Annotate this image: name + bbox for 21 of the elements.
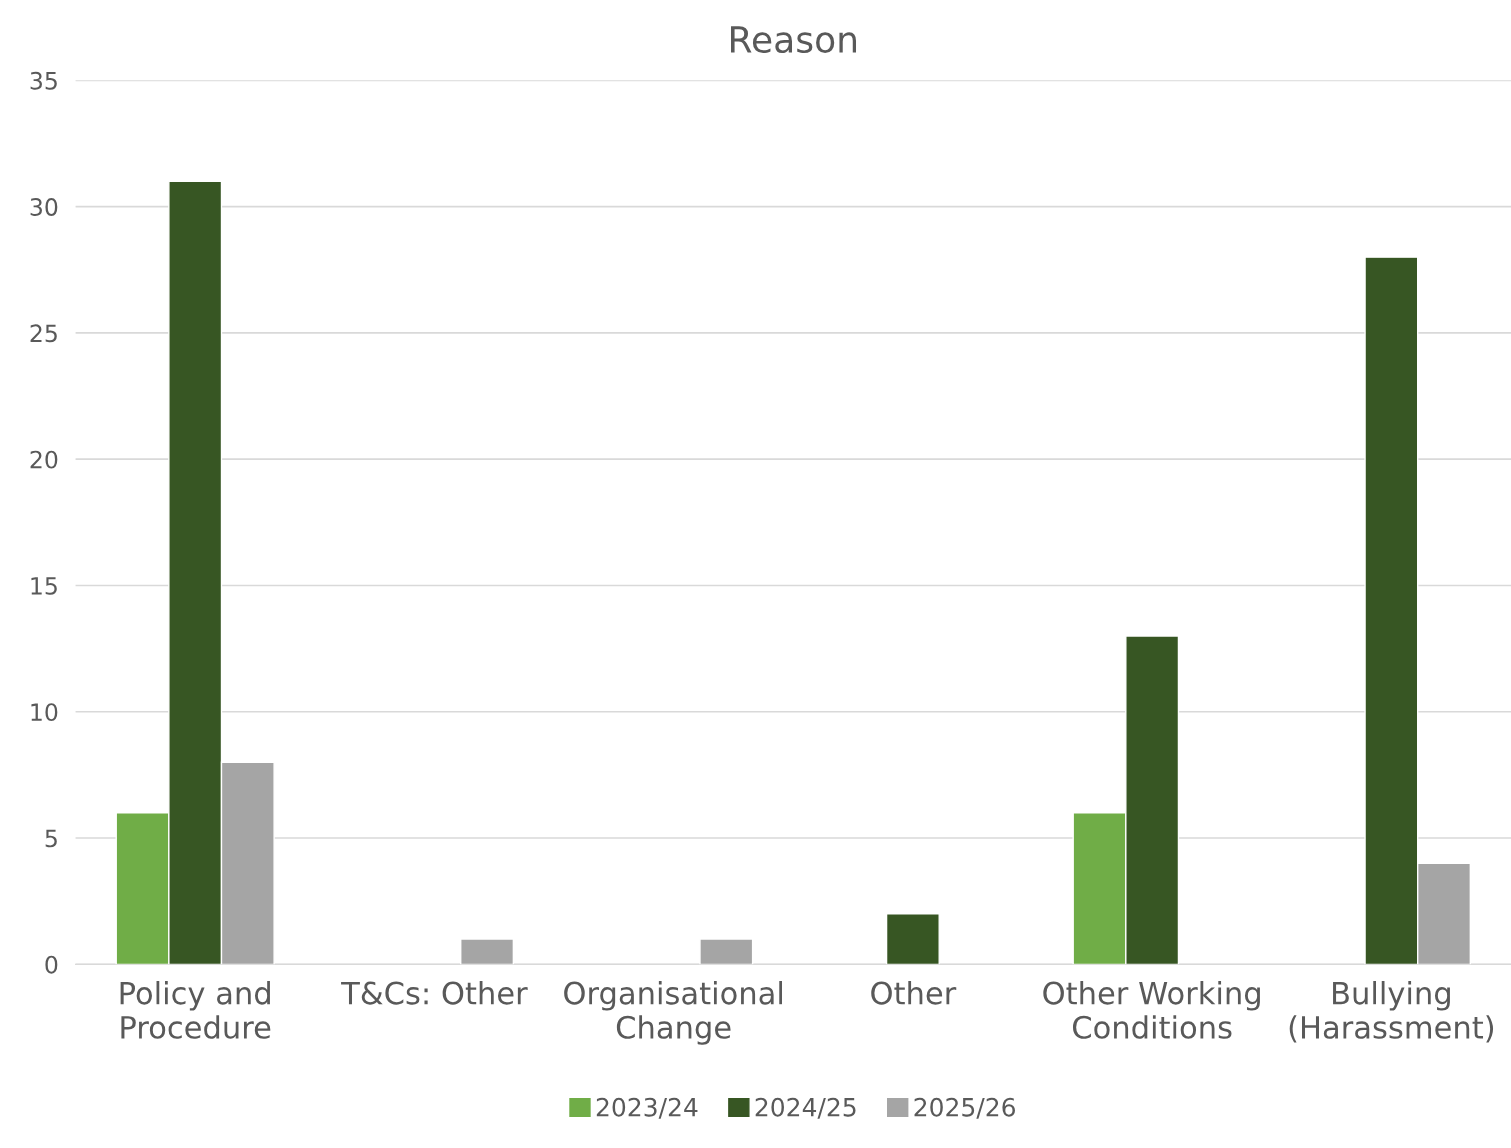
x-tick-label: Bullying (Harassment) [1289,980,1494,1043]
y-tick-label: 15 [31,577,57,595]
y-tick-label: 0 [45,955,58,974]
bar [699,938,754,965]
x-tick-label: Other Working Conditions [1043,980,1260,1039]
y-tick-label: 10 [31,703,58,722]
y-tick-label: 25 [30,324,57,343]
x-tick-label: Organisational Change [564,980,783,1045]
bar [885,913,940,965]
legend-label: 2025/26 [914,1097,1015,1119]
bar [460,938,515,965]
legend-label: 2024/25 [755,1097,856,1119]
y-tick-label: 20 [30,450,58,469]
x-tick-label: T&Cs: Other [341,980,528,1005]
legend-label: 2023/24 [596,1097,698,1119]
y-tick-label: 30 [30,198,58,216]
x-tick-label: Other [871,980,957,1005]
y-tick-label: 35 [30,71,57,90]
chart-title: Reason [731,26,857,54]
x-tick-label: Policy and Procedure [120,980,271,1039]
y-tick-label: 5 [45,829,57,848]
